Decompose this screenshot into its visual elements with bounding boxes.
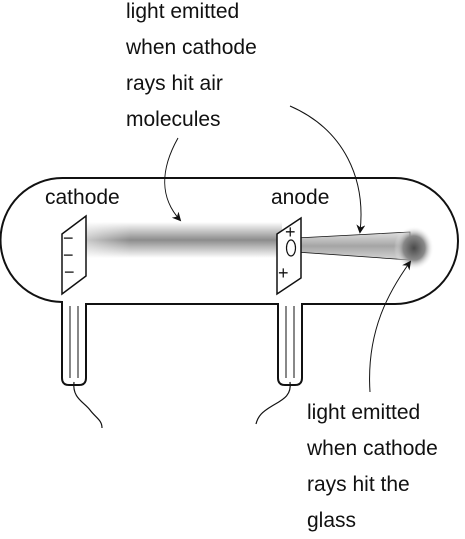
air-glow-line-3: rays hit air: [126, 72, 223, 95]
glass-glow-line-2: when cathode: [307, 437, 438, 460]
anode-wire: [255, 381, 291, 425]
glass-glow-line-4: glass: [307, 509, 357, 532]
air-glow-line-1: light emitted: [126, 0, 240, 23]
cathode-plate: [61, 214, 87, 296]
cathode-sign-mid: −: [63, 245, 74, 265]
beam-fade: [80, 222, 282, 258]
cathode-sign-top: −: [63, 228, 74, 248]
anode-label: anode: [271, 186, 330, 209]
anode-sign-bottom: +: [278, 263, 289, 283]
glass-glow-line-3: rays hit the: [307, 473, 410, 496]
air-glow-caption: light emitted when cathode rays hit air …: [126, 0, 257, 138]
air-glow-line-2: when cathode: [126, 36, 257, 59]
glass-glow-line-1: light emitted: [307, 401, 421, 424]
anode-hole: [285, 239, 297, 257]
air-glow-arrow: [164, 137, 182, 222]
glass-glow-caption: light emitted when cathode rays hit the …: [307, 395, 438, 539]
cathode-wire: [73, 381, 103, 429]
anode-plate: [276, 216, 302, 296]
cathode-label: cathode: [45, 186, 120, 209]
cathode-sign-bottom: −: [64, 262, 75, 282]
anode-sign-top: +: [285, 222, 296, 242]
air-glow-line-4: molecules: [126, 108, 221, 131]
glass-glow-spot: [394, 226, 434, 270]
glass-glow-arrow: [369, 260, 412, 393]
anode-ray-arrow: [289, 105, 366, 234]
